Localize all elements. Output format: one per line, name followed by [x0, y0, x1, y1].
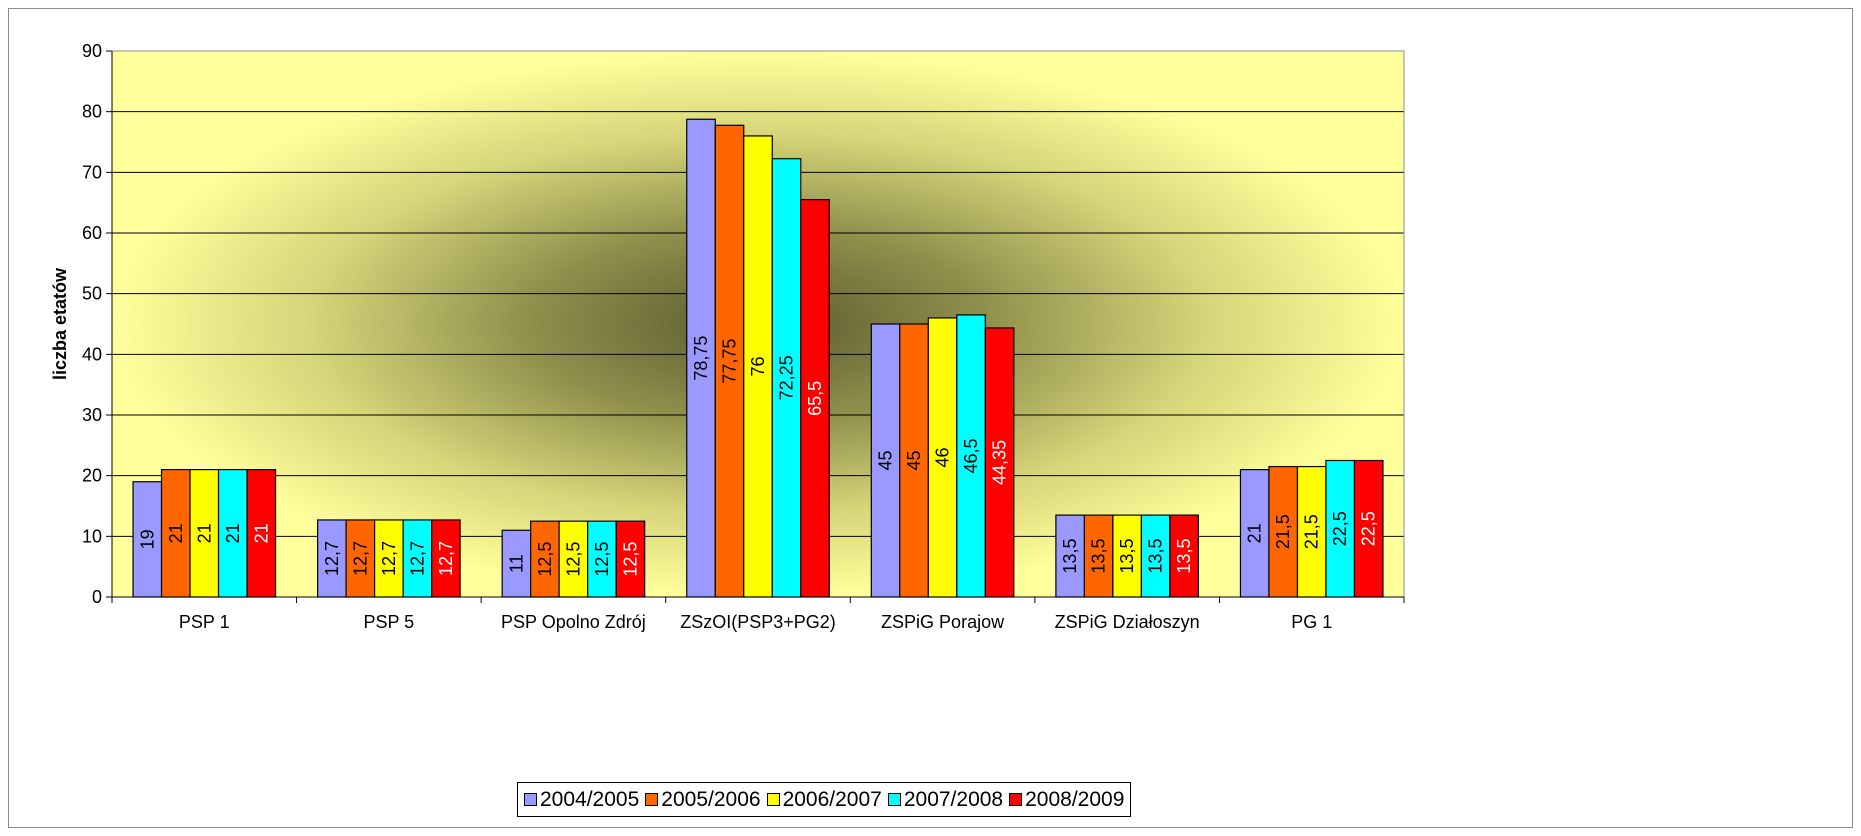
data-label: 12,5 [563, 542, 583, 577]
x-category-label: PSP Opolno Zdrój [501, 612, 646, 632]
y-tick-label: 40 [82, 344, 102, 364]
data-label: 46 [933, 447, 953, 467]
y-axis-label: liczba etatów [50, 267, 70, 380]
axes [106, 50, 1405, 603]
data-label: 12,7 [436, 541, 456, 576]
bar [1083, 514, 1114, 598]
data-label: 21,5 [1302, 514, 1322, 549]
bar [956, 314, 986, 598]
chart-frame: 19 21 21 21 21 12,7 12,7 12,7 12,7 12,7 11 12,5 12,5… [8, 8, 1853, 828]
bar [1353, 459, 1384, 598]
y-tick-label: 20 [82, 466, 102, 486]
data-label: 12,7 [322, 541, 342, 576]
data-label: 76 [748, 356, 768, 376]
y-tick-label: 0 [92, 587, 102, 607]
legend-item: 2004/2005 [524, 788, 639, 812]
legend-label: 2004/2005 [540, 787, 640, 811]
bar [1268, 465, 1299, 598]
x-category-label: PSP 5 [363, 612, 414, 632]
data-label: 22,5 [1359, 511, 1379, 546]
data-label: 11 [506, 554, 526, 573]
bar [132, 481, 163, 598]
bar [345, 519, 376, 598]
legend-item: 2005/2006 [645, 787, 761, 812]
legend-swatch [524, 793, 537, 806]
data-label: 78,75 [691, 336, 711, 381]
legend-item: 2006/2007 [766, 787, 882, 812]
y-tick-label: 50 [82, 284, 102, 304]
data-label: 65,5 [805, 381, 825, 416]
data-labels: 19 21 21 21 21 12,7 12,7 12,7 12,7 12,7 11 12,5 12,5… [137, 336, 1378, 577]
legend-swatch [1009, 793, 1023, 806]
legend-item: 2007/2008 [887, 787, 1004, 812]
x-category-label: PSP 1 [179, 612, 230, 632]
y-tick-labels: 0 10 20 30 40 50 60 70 80 90 [82, 41, 102, 607]
data-label: 45 [904, 450, 924, 470]
legend-swatch [766, 793, 780, 806]
legend-swatch [887, 793, 901, 806]
data-label: 21 [1245, 523, 1265, 543]
data-label: 12,5 [620, 542, 640, 577]
x-category-label: PG 1 [1291, 612, 1332, 632]
bar [714, 124, 745, 598]
data-label: 12,5 [592, 542, 612, 577]
data-label: 21,5 [1273, 514, 1293, 549]
x-category-labels: PSP 1 PSP 5 PSP Opolno Zdrój ZSzOI(PSP3+PG2… [179, 612, 1332, 632]
data-label: 22,5 [1330, 511, 1350, 546]
y-tick-label: 30 [82, 405, 102, 425]
legend-label: 2008/2009 [1025, 787, 1125, 811]
data-label: 12,7 [350, 541, 370, 576]
data-label: 12,5 [535, 542, 555, 577]
bar [984, 327, 1015, 598]
legend-label: 2006/2007 [782, 787, 882, 811]
x-category-label: ZSPiG Porajow [881, 612, 1005, 632]
y-tick-label: 60 [82, 223, 102, 243]
data-label: 77,75 [720, 339, 740, 384]
bar [1055, 514, 1085, 598]
bars [132, 118, 1384, 598]
data-label: 45 [876, 450, 896, 470]
data-label: 46,5 [961, 438, 981, 473]
legend: 2004/2005 2005/2006 2006/2007 2007/2008 2008… [517, 782, 1132, 817]
legend-item: 2008/2009 [1009, 788, 1124, 812]
bar [160, 469, 191, 598]
bar [1296, 465, 1327, 598]
data-label: 13,5 [1146, 539, 1166, 574]
data-label: 13,5 [1117, 539, 1137, 574]
bar [686, 118, 716, 598]
x-category-label: ZSPiG Działoszyn [1055, 612, 1200, 632]
bar [899, 323, 929, 598]
data-label: 13,5 [1174, 539, 1194, 574]
y-tick-label: 80 [82, 102, 102, 122]
bar [800, 199, 830, 598]
bar [431, 519, 461, 598]
legend-swatch [645, 793, 659, 806]
bar [743, 135, 773, 598]
data-label: 72,25 [777, 355, 797, 400]
bar-chart: 19 21 21 21 21 12,7 12,7 12,7 12,7 12,7 11 12,5 12,5… [50, 41, 1405, 632]
data-label: 19 [137, 529, 157, 549]
legend-label: 2005/2006 [661, 787, 761, 811]
data-label: 13,5 [1089, 539, 1109, 574]
data-label: 21 [251, 523, 271, 543]
data-label: 13,5 [1060, 539, 1080, 574]
data-label: 12,7 [379, 541, 399, 576]
bar [217, 469, 248, 598]
data-label: 21 [166, 523, 186, 543]
y-tick-label: 10 [82, 526, 102, 546]
legend-label: 2007/2008 [903, 787, 1004, 811]
x-category-label: ZSzOI(PSP3+PG2) [680, 612, 836, 632]
data-label: 21 [223, 523, 243, 543]
data-label: 44,35 [990, 440, 1010, 485]
bar [402, 519, 433, 598]
data-label: 12,7 [407, 541, 427, 576]
y-tick-label: 70 [82, 162, 102, 182]
y-tick-label: 90 [82, 41, 102, 61]
data-label: 21 [194, 523, 214, 543]
